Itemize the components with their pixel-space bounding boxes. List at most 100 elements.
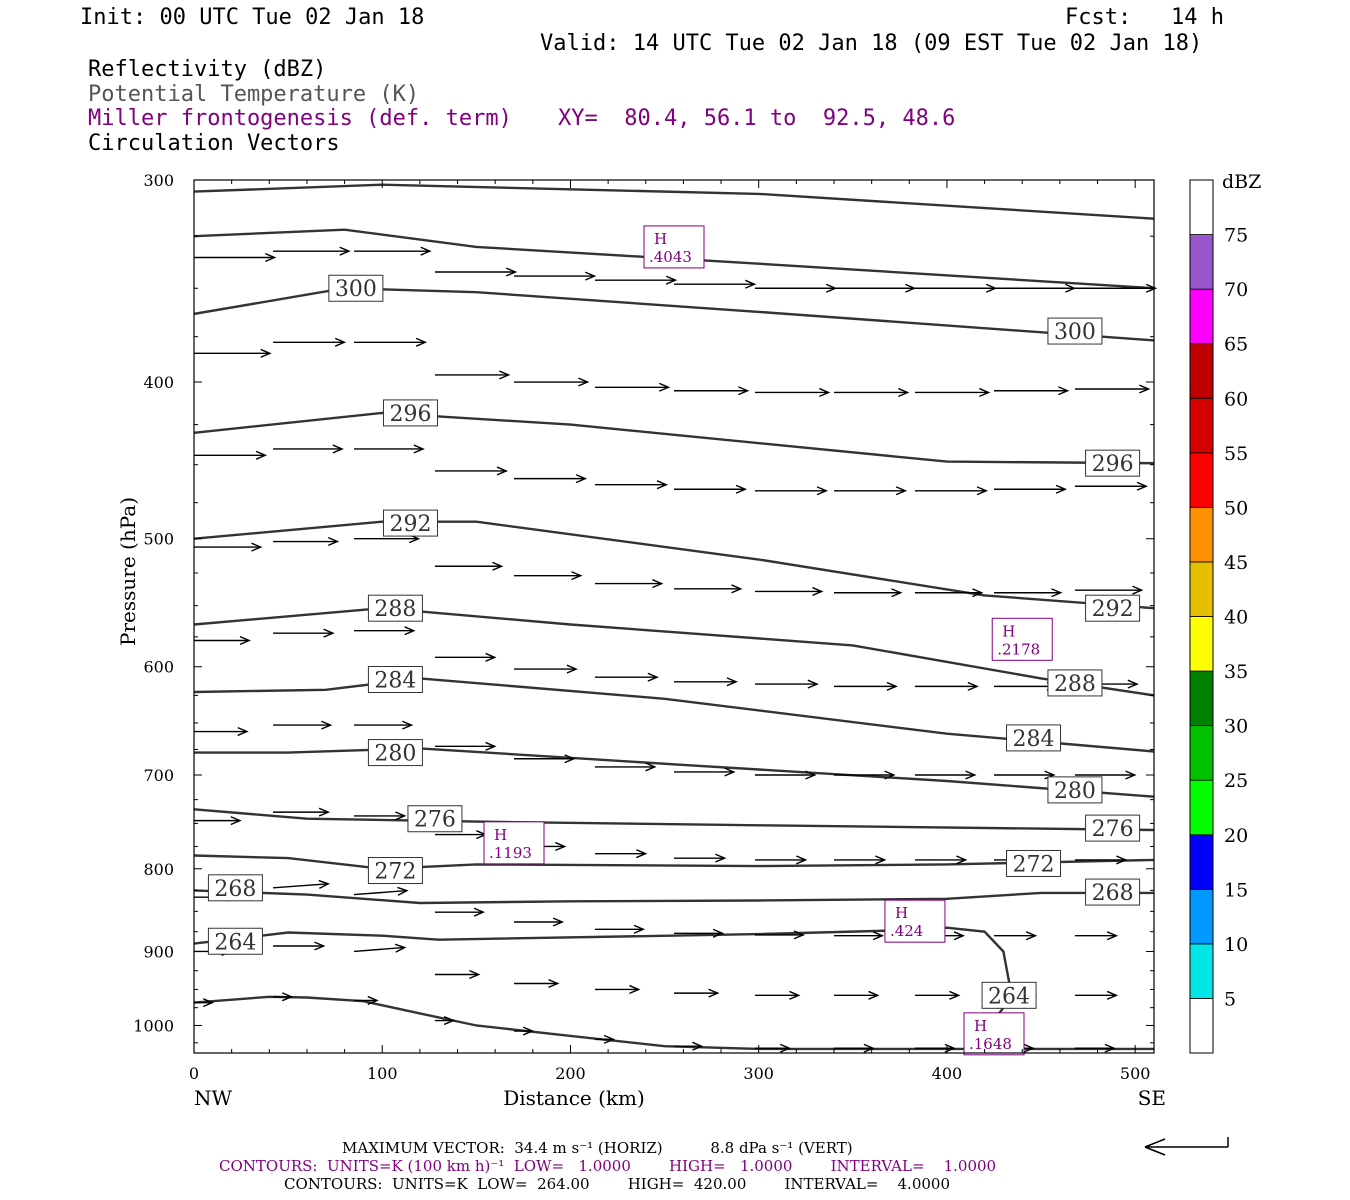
circulation-vector — [354, 720, 414, 730]
colorbar-tick-label: 35 — [1224, 661, 1248, 683]
circulation-vector — [1074, 855, 1128, 865]
colorbar-swatch — [1189, 943, 1214, 999]
colorbar-swatch — [1189, 725, 1214, 781]
circulation-vector — [514, 1026, 535, 1036]
theta-contour-caption: CONTOURS: UNITS=K LOW= 264.00 HIGH= 420.… — [284, 1175, 950, 1193]
colorbar-swatch — [1189, 834, 1214, 890]
contour-label-box — [367, 857, 423, 885]
circulation-vector — [273, 536, 340, 547]
circulation-vector — [994, 681, 1058, 691]
frontogenesis-max-box — [884, 899, 946, 943]
circulation-vector — [594, 1034, 616, 1044]
y-tick-label: 800 — [143, 860, 174, 879]
theta-contour — [194, 183, 1154, 220]
colorbar-tick-label: 75 — [1224, 225, 1248, 247]
circulation-vector — [354, 995, 379, 1005]
circulation-vector — [594, 672, 659, 682]
circulation-vector — [754, 855, 808, 865]
circulation-vector — [273, 807, 331, 817]
circulation-vector — [914, 681, 979, 691]
field-reflectivity: Reflectivity (dBZ) — [88, 57, 327, 82]
circulation-vector — [674, 484, 748, 494]
circulation-vector — [514, 978, 560, 989]
circulation-vector — [594, 579, 664, 589]
circulation-vector — [834, 990, 880, 1000]
valid-time: Valid: 14 UTC Tue 02 Jan 18 (09 EST Tue … — [540, 31, 1203, 56]
theta-contour — [194, 411, 1154, 465]
circulation-vector — [1074, 481, 1149, 491]
circulation-vector — [914, 283, 998, 293]
field-theta: Potential Temperature (K) — [88, 82, 420, 107]
circulation-vector — [514, 664, 578, 674]
contour-label-box — [981, 981, 1037, 1009]
contour-label-box — [207, 874, 263, 902]
colorbar-swatch — [1189, 888, 1214, 945]
x-tick-label: 300 — [743, 1064, 774, 1083]
frontogenesis-max-value: .1648 — [969, 1035, 1012, 1053]
circulation-vector — [354, 811, 407, 821]
circulation-vector — [434, 652, 497, 662]
circulation-vector — [514, 754, 576, 764]
circulation-vector — [354, 337, 428, 347]
field-frontogenesis: Miller frontogenesis (def. term) — [88, 106, 512, 131]
circulation-vector — [994, 770, 1056, 780]
contour-label: 284 — [374, 669, 416, 694]
contour-label: 272 — [374, 860, 416, 885]
circulation-vector — [434, 267, 518, 277]
circulation-vector — [353, 886, 409, 896]
frontogenesis-max: H.1193 — [483, 821, 545, 865]
circulation-vector — [194, 635, 251, 646]
circulation-vector — [594, 480, 669, 490]
circulation-vector — [273, 337, 347, 347]
circulation-vector — [754, 387, 831, 398]
colorbar-swatch — [1189, 452, 1214, 508]
colorbar-swatch — [1189, 343, 1214, 399]
contour-label-box — [1047, 776, 1103, 804]
circulation-vector — [434, 907, 486, 917]
contour-label-box — [1006, 724, 1062, 752]
circulation-vector — [754, 990, 801, 1000]
contour-label: 276 — [1092, 817, 1134, 842]
circulation-vector — [834, 855, 887, 865]
theta-contour — [194, 889, 1154, 905]
contour-label: 276 — [414, 808, 456, 833]
circulation-vector — [674, 988, 720, 998]
contour-label: 296 — [1092, 452, 1134, 477]
frontogenesis-max-value: .2178 — [997, 640, 1040, 658]
circulation-vector — [754, 679, 819, 689]
frontogenesis-max: H.424 — [884, 899, 946, 943]
x-end-label-se: SE — [1138, 1086, 1166, 1110]
xy-endpoints: XY= 80.4, 56.1 to 92.5, 48.6 — [558, 106, 956, 131]
contour-label-box — [207, 927, 263, 955]
y-tick-label: 600 — [143, 658, 174, 677]
circulation-vector — [1074, 585, 1144, 595]
circulation-vector — [354, 444, 425, 454]
contour-label-box — [1085, 449, 1141, 477]
frontogenesis-max-box — [483, 821, 545, 865]
circulation-vector — [754, 586, 824, 596]
circulation-vector — [514, 377, 590, 387]
colorbar-tick-label: 60 — [1224, 388, 1248, 410]
colorbar-title: dBZ — [1222, 171, 1261, 193]
circulation-vector — [994, 931, 1038, 941]
frontogenesis-max-box — [963, 1012, 1025, 1056]
contour-label: 288 — [374, 597, 416, 622]
circulation-vector — [754, 1043, 792, 1053]
circulation-vector — [273, 720, 333, 730]
circulation-vector — [834, 931, 885, 941]
contour-label-box — [1047, 669, 1103, 697]
contour-label-box — [1047, 317, 1103, 345]
circulation-vector — [194, 542, 263, 552]
contour-label-box — [1006, 849, 1062, 877]
circulation-vector — [594, 762, 657, 772]
init-time: Init: 00 UTC Tue 02 Jan 18 — [80, 5, 425, 30]
contour-label-box — [367, 666, 423, 694]
circulation-vector — [273, 879, 331, 889]
frontogenesis-max: H.4043 — [643, 225, 705, 269]
circulation-vector — [914, 990, 961, 1000]
x-tick-label: 0 — [189, 1064, 199, 1083]
circulation-vector — [194, 727, 249, 737]
circulation-vector — [754, 283, 838, 293]
colorbar-tick-label: 45 — [1224, 552, 1248, 574]
